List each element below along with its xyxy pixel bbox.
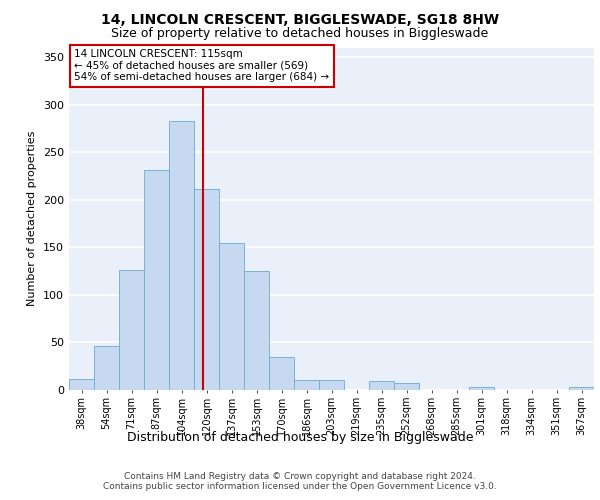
Bar (119, 270, 144, 390)
Bar (569, 387, 594, 390)
Bar (269, 356, 294, 390)
Bar (69, 378, 94, 390)
Text: Size of property relative to detached houses in Biggleswade: Size of property relative to detached ho… (112, 28, 488, 40)
Bar (244, 271, 269, 390)
Bar (369, 382, 394, 390)
Text: Distribution of detached houses by size in Biggleswade: Distribution of detached houses by size … (127, 431, 473, 444)
Text: 14, LINCOLN CRESCENT, BIGGLESWADE, SG18 8HW: 14, LINCOLN CRESCENT, BIGGLESWADE, SG18 … (101, 12, 499, 26)
Bar (169, 121, 194, 390)
Bar (469, 387, 494, 390)
Text: Contains HM Land Registry data © Crown copyright and database right 2024.: Contains HM Land Registry data © Crown c… (124, 472, 476, 481)
Bar (219, 242, 244, 390)
Text: 14 LINCOLN CRESCENT: 115sqm
← 45% of detached houses are smaller (569)
54% of se: 14 LINCOLN CRESCENT: 115sqm ← 45% of det… (74, 49, 329, 82)
Bar (144, 170, 169, 390)
Bar (294, 380, 319, 390)
Text: Contains public sector information licensed under the Open Government Licence v3: Contains public sector information licen… (103, 482, 497, 491)
Y-axis label: Number of detached properties: Number of detached properties (28, 131, 37, 306)
Bar (319, 380, 344, 390)
Bar (94, 346, 119, 390)
Bar (194, 190, 219, 390)
Bar (394, 384, 419, 390)
